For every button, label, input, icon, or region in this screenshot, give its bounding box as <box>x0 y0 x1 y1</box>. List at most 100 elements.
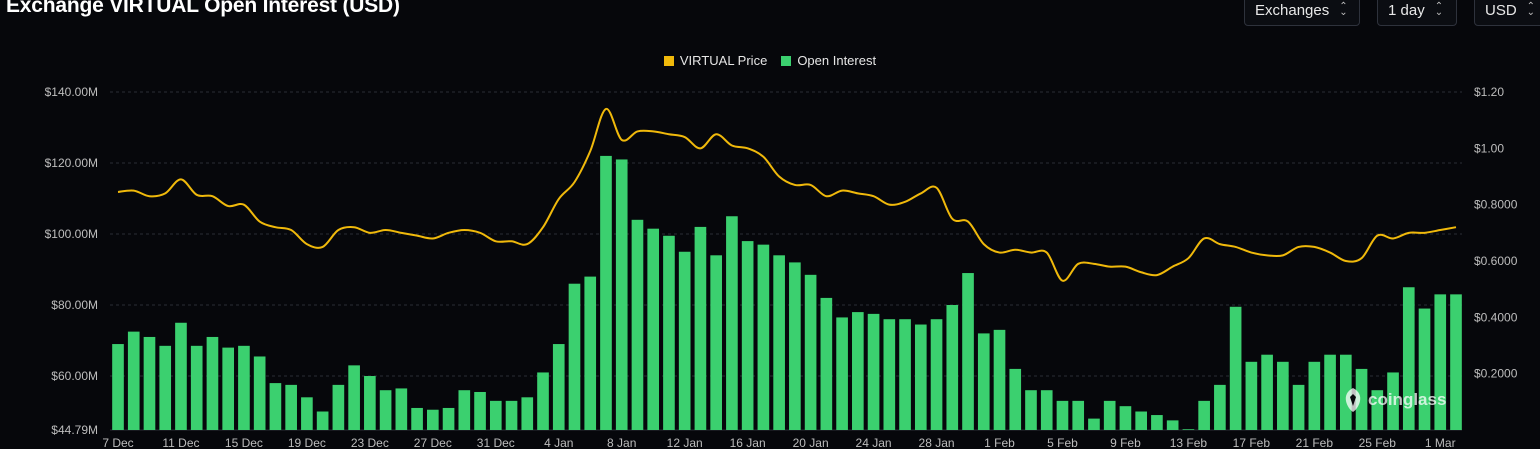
coinglass-logo-icon <box>1345 388 1361 412</box>
oi-bar <box>395 388 408 430</box>
oi-bar <box>1229 306 1242 430</box>
x-tick-label: 1 Mar <box>1425 436 1456 449</box>
oi-bar <box>301 397 313 430</box>
x-tick-label: 23 Dec <box>351 436 389 449</box>
oi-bar <box>1324 354 1336 430</box>
oi-bar <box>1072 400 1085 430</box>
y-left-tick-label: $80.00M <box>51 298 98 312</box>
y-right-tick-label: $1.00 <box>1474 141 1504 155</box>
oi-bar <box>804 274 817 430</box>
oi-bar <box>1025 390 1037 430</box>
oi-bar <box>1103 400 1116 430</box>
price-line <box>117 107 1457 282</box>
interval-select[interactable]: 1 day ⌃ ⌄ <box>1377 0 1457 26</box>
oi-bar <box>1450 294 1462 430</box>
y-right-tick-label: $0.2000 <box>1474 367 1518 381</box>
oi-bar <box>1009 368 1022 430</box>
page-title: Exchange VIRTUAL Open Interest (USD) <box>6 0 400 17</box>
oi-bar <box>1371 390 1384 430</box>
oi-bar <box>836 317 848 430</box>
oi-bar <box>269 383 282 430</box>
oi-bar <box>253 356 266 430</box>
oi-bar <box>647 228 660 430</box>
sort-chevrons-icon: ⌃ ⌄ <box>1434 1 1444 18</box>
oi-bar <box>1135 411 1148 430</box>
oi-bar <box>946 305 959 430</box>
oi-bar <box>1402 287 1415 430</box>
oi-bar <box>899 319 911 430</box>
currency-select-label: USD <box>1485 1 1517 19</box>
x-tick-label: 19 Dec <box>288 436 326 449</box>
sort-chevrons-icon: ⌃ ⌄ <box>1339 1 1348 18</box>
oi-bar <box>458 390 471 430</box>
oi-bar <box>1355 368 1368 430</box>
oi-bar <box>364 376 376 430</box>
oi-bar <box>1339 354 1352 430</box>
x-tick-label: 24 Jan <box>856 436 892 449</box>
x-tick-label: 8 Jan <box>607 436 636 449</box>
x-tick-label: 21 Feb <box>1296 436 1334 449</box>
oi-bar <box>1214 384 1226 430</box>
legend-label-price: VIRTUAL Price <box>679 53 768 68</box>
x-tick-label: 15 Dec <box>225 436 263 449</box>
oi-bar <box>1088 418 1100 430</box>
oi-bar <box>1056 400 1069 430</box>
oi-bar <box>615 159 628 430</box>
currency-select[interactable]: USD ⌃ ⌄ <box>1474 0 1540 26</box>
x-tick-label: 7 Dec <box>102 436 133 449</box>
oi-bar <box>1387 372 1399 430</box>
oi-bar <box>411 407 423 430</box>
oi-bar <box>1245 361 1258 430</box>
oi-bar <box>238 345 250 430</box>
oi-bar <box>143 336 156 430</box>
oi-bar <box>112 344 124 430</box>
oi-bar <box>1198 400 1210 430</box>
watermark: coinglass <box>1342 387 1446 413</box>
y-left-tick-label: $60.00M <box>51 369 98 383</box>
legend-label-oi: Open Interest <box>797 53 877 68</box>
oi-bar <box>789 262 801 430</box>
watermark-text: coinglass <box>1368 390 1447 409</box>
x-tick-label: 31 Dec <box>477 436 515 449</box>
y-left-tick-label: $100.00M <box>45 227 98 241</box>
x-tick-label: 5 Feb <box>1047 436 1078 449</box>
legend-item-price[interactable]: VIRTUAL Price <box>663 53 768 68</box>
x-tick-label: 9 Feb <box>1110 436 1141 449</box>
oi-bar <box>993 329 1006 430</box>
oi-bar <box>1308 361 1321 430</box>
oi-bar <box>159 345 172 430</box>
oi-bar <box>426 409 439 430</box>
oi-bar <box>568 283 581 430</box>
oi-bar <box>1151 415 1163 430</box>
x-tick-label: 11 Dec <box>162 436 199 449</box>
oi-bar <box>127 331 140 430</box>
sort-chevrons-icon: ⌃ ⌄ <box>1526 1 1536 18</box>
oi-bar <box>222 347 235 430</box>
oi-bar <box>190 345 203 430</box>
oi-bar <box>285 384 297 430</box>
oi-bar <box>631 219 644 430</box>
price-swatch <box>663 55 674 66</box>
y-left-tick-label: $44.79M <box>51 423 98 437</box>
oi-bar <box>1166 420 1179 430</box>
oi-bar <box>930 319 943 430</box>
oi-bar <box>584 276 597 430</box>
oi-bar <box>741 241 754 430</box>
exchanges-select[interactable]: Exchanges ⌃ ⌄ <box>1244 0 1360 26</box>
oi-bar <box>1040 390 1053 430</box>
legend-item-oi[interactable]: Open Interest <box>781 53 876 68</box>
oi-bar <box>694 226 707 430</box>
exchanges-select-label: Exchanges <box>1255 1 1330 19</box>
y-right-tick-label: $0.8000 <box>1474 198 1518 212</box>
oi-bar <box>505 400 518 430</box>
oi-bar <box>442 407 455 430</box>
oi-swatch <box>781 55 792 66</box>
oi-bar <box>521 397 534 430</box>
oi-bar <box>914 324 927 430</box>
oi-bar <box>726 216 738 430</box>
x-tick-label: 25 Feb <box>1359 436 1397 449</box>
x-tick-label: 1 Feb <box>984 436 1015 449</box>
y-left-tick-label: $140.00M <box>45 85 98 99</box>
oi-bar <box>867 313 880 430</box>
